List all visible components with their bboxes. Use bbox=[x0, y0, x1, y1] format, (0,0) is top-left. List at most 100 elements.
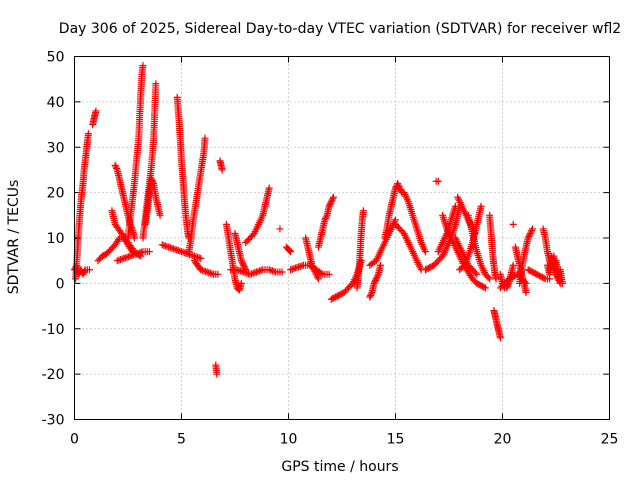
series-arc-12 bbox=[173, 93, 193, 242]
data-point bbox=[197, 254, 205, 262]
data-point bbox=[486, 275, 494, 283]
data-point bbox=[130, 234, 138, 242]
data-point bbox=[278, 268, 286, 276]
data-point bbox=[395, 183, 403, 191]
y-tick-label: -20 bbox=[42, 367, 65, 383]
y-tick-labels: -30 -20 -10 0 10 20 30 40 50 bbox=[42, 50, 65, 429]
data-point bbox=[313, 272, 321, 280]
data-point bbox=[114, 236, 122, 244]
data-point bbox=[434, 177, 442, 185]
data-point bbox=[329, 195, 337, 203]
data-point bbox=[242, 266, 250, 274]
data-point bbox=[558, 279, 566, 287]
data-point bbox=[509, 220, 517, 228]
data-point bbox=[327, 198, 335, 206]
x-tick-label: 10 bbox=[280, 432, 298, 448]
y-tick-label: 20 bbox=[47, 186, 65, 202]
x-tick-label: 0 bbox=[70, 432, 79, 448]
series-arc-21 bbox=[276, 225, 284, 233]
series-arc-27 bbox=[353, 207, 367, 292]
data-point bbox=[308, 261, 316, 269]
data-point bbox=[238, 258, 246, 266]
data-point bbox=[477, 202, 485, 210]
data-point bbox=[241, 264, 249, 272]
x-axis-label: GPS time / hours bbox=[281, 459, 398, 475]
y-axis-label: SDTVAR / TECUs bbox=[6, 180, 22, 295]
data-point bbox=[499, 279, 506, 287]
data-point bbox=[394, 181, 402, 189]
plot-frame bbox=[74, 56, 610, 420]
data-point bbox=[484, 273, 492, 281]
data-point bbox=[509, 261, 517, 269]
data-point bbox=[240, 263, 248, 271]
data-point bbox=[237, 279, 245, 287]
x-tick-label: 15 bbox=[387, 432, 405, 448]
series-arc-45 bbox=[509, 220, 517, 228]
data-point bbox=[276, 225, 284, 233]
x-tick-label: 20 bbox=[494, 432, 512, 448]
data-point bbox=[451, 202, 459, 210]
data-point bbox=[237, 257, 245, 265]
data-point bbox=[372, 275, 380, 283]
data-point bbox=[312, 270, 320, 278]
series-arc-25 bbox=[314, 193, 337, 251]
data-point bbox=[325, 270, 333, 278]
data-point bbox=[312, 269, 320, 277]
data-point bbox=[396, 184, 404, 192]
series-arc-23 bbox=[287, 261, 333, 278]
data-point bbox=[322, 213, 330, 221]
data-point bbox=[540, 274, 548, 282]
data-point bbox=[148, 175, 156, 183]
data-point bbox=[481, 284, 489, 292]
data-point bbox=[367, 290, 375, 298]
y-tick-label: -10 bbox=[42, 322, 65, 338]
series-arc-17 bbox=[222, 220, 245, 294]
data-point bbox=[525, 232, 533, 240]
data-point bbox=[496, 334, 504, 342]
data-point bbox=[377, 261, 385, 269]
data-point bbox=[213, 370, 221, 378]
series-arc-47 bbox=[516, 225, 536, 287]
data-point bbox=[309, 264, 317, 272]
series-arc-40 bbox=[464, 211, 494, 283]
series-arc-03 bbox=[89, 107, 100, 129]
series-arc-16 bbox=[216, 157, 226, 174]
data-point bbox=[359, 207, 367, 215]
data-point bbox=[201, 134, 209, 142]
data-point bbox=[322, 214, 330, 222]
series-arc-41 bbox=[486, 211, 500, 283]
series-arc-10 bbox=[141, 175, 164, 228]
series-arc-48 bbox=[524, 266, 554, 283]
data-point bbox=[524, 234, 532, 242]
data-point bbox=[492, 275, 500, 283]
series-arc-02 bbox=[72, 130, 92, 283]
data-point bbox=[396, 186, 404, 194]
data-point bbox=[309, 263, 317, 271]
data-point bbox=[527, 228, 535, 236]
data-point bbox=[80, 269, 88, 277]
data-point bbox=[374, 272, 382, 280]
data-point bbox=[92, 107, 100, 115]
data-point bbox=[287, 248, 295, 256]
data-point bbox=[372, 276, 380, 284]
data-point bbox=[329, 193, 337, 201]
data-point bbox=[528, 226, 536, 234]
data-point bbox=[526, 231, 534, 239]
series-arc-22 bbox=[282, 243, 295, 256]
data-point bbox=[373, 273, 381, 281]
y-tick-label: 30 bbox=[47, 140, 65, 156]
data-point bbox=[85, 266, 93, 274]
series-arc-05 bbox=[108, 207, 138, 256]
y-tick-label: 50 bbox=[47, 50, 65, 66]
data-point bbox=[310, 266, 318, 274]
series-arc-08 bbox=[124, 62, 147, 242]
data-point bbox=[370, 279, 378, 287]
data-point bbox=[149, 178, 157, 186]
series-arc-42 bbox=[490, 307, 504, 342]
x-tick-label: 25 bbox=[601, 432, 619, 448]
data-point bbox=[480, 283, 488, 291]
x-tick-labels: 0 5 10 15 20 25 bbox=[70, 432, 618, 448]
data-point bbox=[471, 269, 479, 277]
series-arc-14 bbox=[190, 257, 222, 278]
